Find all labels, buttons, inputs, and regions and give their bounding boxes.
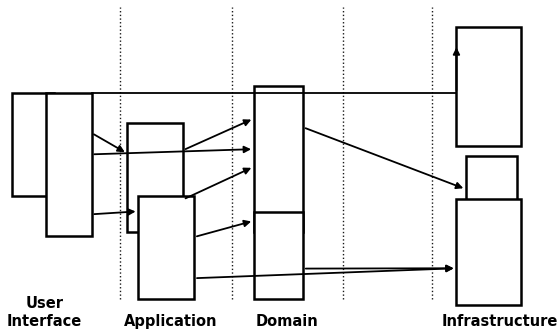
Bar (138, 196, 194, 299)
Text: User
Interface: User Interface (7, 296, 82, 329)
Text: Infrastructure: Infrastructure (441, 314, 557, 329)
Bar (127, 123, 183, 232)
Bar (466, 156, 517, 222)
Text: Application: Application (123, 314, 217, 329)
Text: Domain: Domain (256, 314, 319, 329)
Bar (254, 212, 303, 299)
Bar (12, 93, 54, 196)
Bar (456, 199, 521, 305)
Bar (46, 93, 92, 236)
Bar (254, 86, 303, 232)
Bar (456, 27, 521, 146)
